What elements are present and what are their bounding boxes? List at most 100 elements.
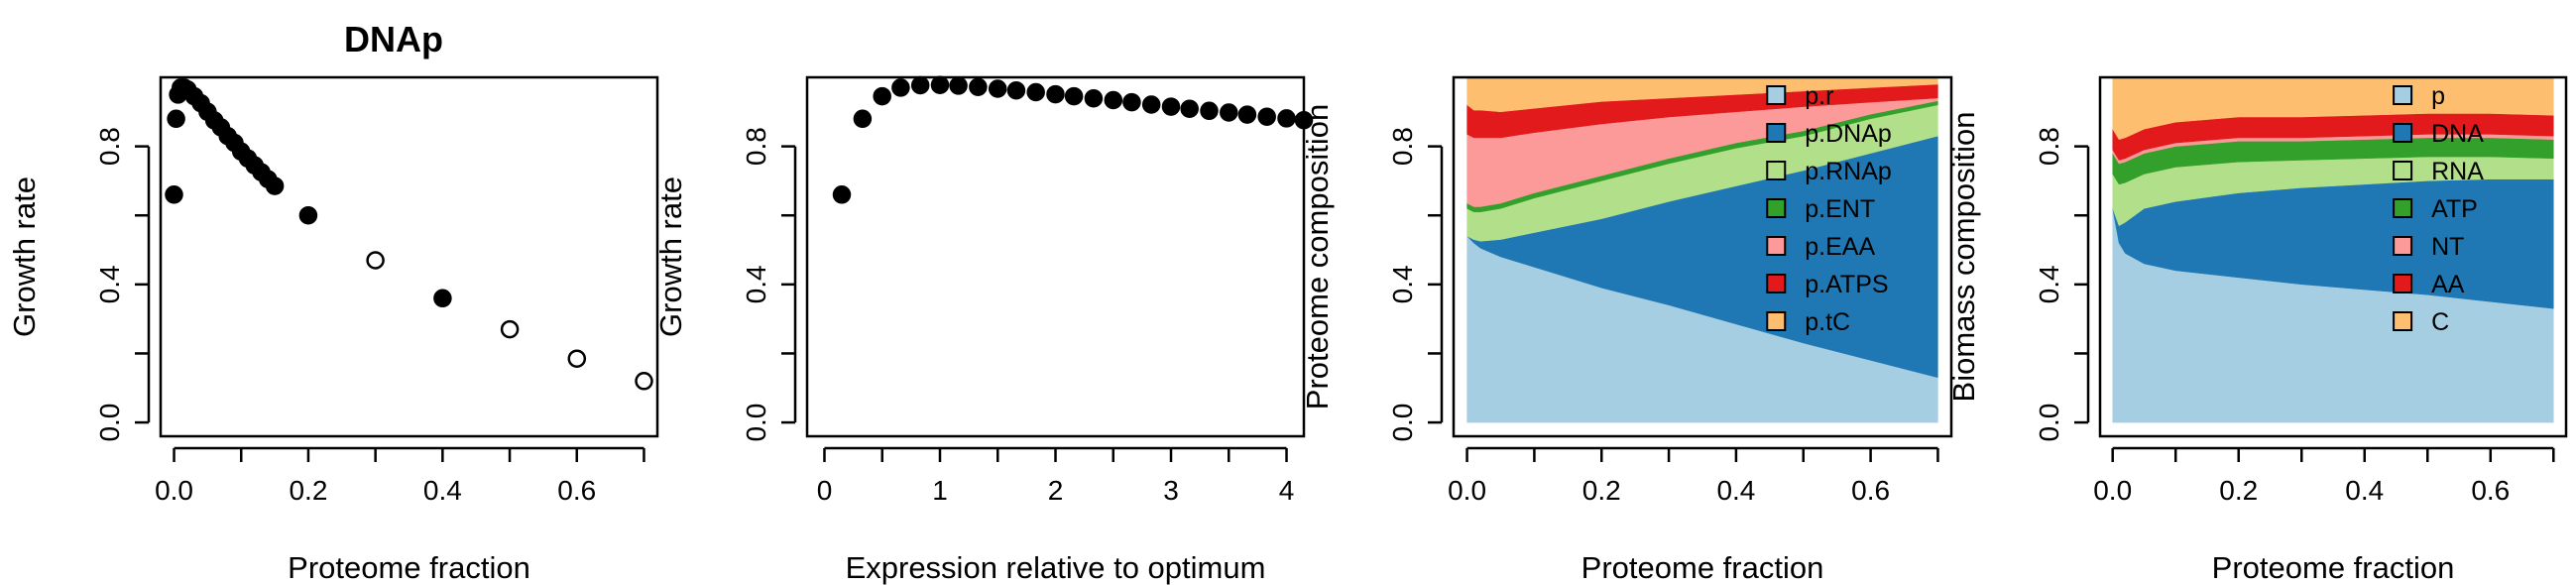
x-axis-label: Proteome fraction <box>2212 550 2455 585</box>
legend-swatch <box>1766 311 1787 331</box>
legend-swatch <box>2393 198 2413 218</box>
x-tick-label: 0.2 <box>1582 475 1621 506</box>
data-point-filled <box>969 77 988 96</box>
data-point-filled <box>1026 82 1045 102</box>
legend-label: AA <box>2431 271 2465 298</box>
x-tick-label: 0.2 <box>289 475 327 506</box>
legend-swatch <box>1766 123 1787 143</box>
x-tick-label: 4 <box>1279 475 1295 506</box>
x-tick-label: 0 <box>817 475 833 506</box>
y-tick-label: 0.4 <box>94 265 125 303</box>
data-point-filled <box>832 185 852 204</box>
plot-frame <box>1452 75 1953 438</box>
x-tick-label: 0.6 <box>1851 475 1890 506</box>
legend-label: p.ENT <box>1805 195 1875 223</box>
x-tick-label: 0.0 <box>1448 475 1486 506</box>
y-tick-label: 0.4 <box>2034 265 2064 303</box>
plot-frame <box>2098 75 2568 438</box>
y-axis-label: Biomass composition <box>1946 112 1981 403</box>
x-tick-label: 2 <box>1048 475 1064 506</box>
x-axis-label: Proteome fraction <box>1581 550 1824 585</box>
panels: 0.0 0.2 0.4 0.6 0.0 0.4 0.8 Proteome fraction Gr… <box>7 75 2568 585</box>
data-point-filled <box>1122 92 1141 112</box>
legend-label: p <box>2431 82 2445 110</box>
x-tick-label: 3 <box>1163 475 1179 506</box>
y-axis-label: Proteome composition <box>1300 104 1335 410</box>
plot-frame <box>159 75 659 438</box>
data-point-filled <box>167 109 185 129</box>
data-point-filled <box>1220 103 1238 122</box>
legend-label: DNA <box>2431 120 2484 148</box>
y-tick-label: 0.4 <box>1387 265 1418 303</box>
legend-label: p.r <box>1805 82 1833 110</box>
legend-label: ATP <box>2431 195 2478 223</box>
x-axis-label: Proteome fraction <box>288 550 530 585</box>
data-point-filled <box>1237 105 1257 124</box>
x-tick-label: 0.4 <box>423 475 462 506</box>
data-point-filled <box>1084 88 1104 108</box>
data-point-filled <box>298 205 318 225</box>
data-point-filled <box>930 75 950 94</box>
data-point-open <box>366 251 385 270</box>
plot-frame <box>805 75 1306 438</box>
y-axis-label: Growth rate <box>653 176 688 337</box>
data-point-filled <box>873 86 891 106</box>
legend-label: p.tC <box>1805 308 1850 336</box>
data-point-filled <box>265 176 285 195</box>
x-tick-label: 0.6 <box>2471 475 2510 506</box>
data-point-filled <box>1046 84 1065 104</box>
chart-panel-2: 0 1 2 3 4 0.0 0.4 0.8 Expression relative to opt… <box>653 75 1314 585</box>
y-axis-label: Growth rate <box>7 176 42 337</box>
data-point-filled <box>433 289 452 308</box>
data-point-filled <box>1180 99 1199 118</box>
y-tick-label: 0.0 <box>1387 404 1418 442</box>
data-point-open <box>500 319 520 339</box>
x-tick-label: 0.0 <box>155 475 193 506</box>
legend-label: p.ATPS <box>1805 271 1888 298</box>
x-tick-label: 0.4 <box>1716 475 1755 506</box>
chart-panel-3: p.r p.DNAp p.RNAp p.ENT p.EAA p.ATPS p.tC 0.0 0.… <box>1300 75 1953 585</box>
y-tick-label: 0.4 <box>741 265 771 303</box>
legend-label: p.DNAp <box>1805 120 1892 148</box>
data-point-filled <box>1064 86 1084 106</box>
data-point-filled <box>1161 97 1181 116</box>
legend-label: NT <box>2431 233 2464 261</box>
y-tick-label: 0.0 <box>741 404 771 442</box>
y-tick-label: 0.8 <box>1387 127 1418 166</box>
chart-panel-1: 0.0 0.2 0.4 0.6 0.0 0.4 0.8 Proteome fraction Gr… <box>7 75 659 585</box>
legend-swatch <box>2393 274 2413 293</box>
data-point-filled <box>891 78 910 97</box>
x-axis-label: Expression relative to optimum <box>846 550 1266 585</box>
y-tick-label: 0.0 <box>94 404 125 442</box>
x-tick-label: 0.4 <box>2345 475 2384 506</box>
data-point-open <box>567 349 587 368</box>
data-point-filled <box>1277 109 1296 128</box>
data-point-filled <box>949 76 968 95</box>
legend-swatch <box>2393 311 2413 331</box>
data-point-filled <box>165 185 183 204</box>
legend-label: p.EAA <box>1805 233 1875 261</box>
x-tick-label: 0.6 <box>557 475 596 506</box>
data-point-filled <box>1200 101 1219 121</box>
data-point-filled <box>1006 80 1026 100</box>
data-point-filled <box>910 75 930 95</box>
figure-title: DNAp <box>344 19 443 59</box>
legend-swatch <box>2393 161 2413 180</box>
data-point-filled <box>853 109 873 129</box>
y-tick-label: 0.8 <box>741 127 771 166</box>
legend-swatch <box>1766 85 1787 105</box>
legend-swatch <box>1766 198 1787 218</box>
legend-swatch <box>1766 161 1787 180</box>
legend-swatch <box>1766 274 1787 293</box>
y-tick-label: 0.0 <box>2034 404 2064 442</box>
legend-label: p.RNAp <box>1805 158 1892 185</box>
legend-swatch <box>2393 236 2413 256</box>
x-tick-label: 1 <box>932 475 948 506</box>
data-point-filled <box>1257 107 1276 126</box>
legend-label: RNA <box>2431 158 2484 185</box>
y-tick-label: 0.8 <box>2034 127 2064 166</box>
legend-swatch <box>1766 236 1787 256</box>
x-tick-label: 0.2 <box>2219 475 2258 506</box>
data-point-filled <box>988 79 1007 98</box>
